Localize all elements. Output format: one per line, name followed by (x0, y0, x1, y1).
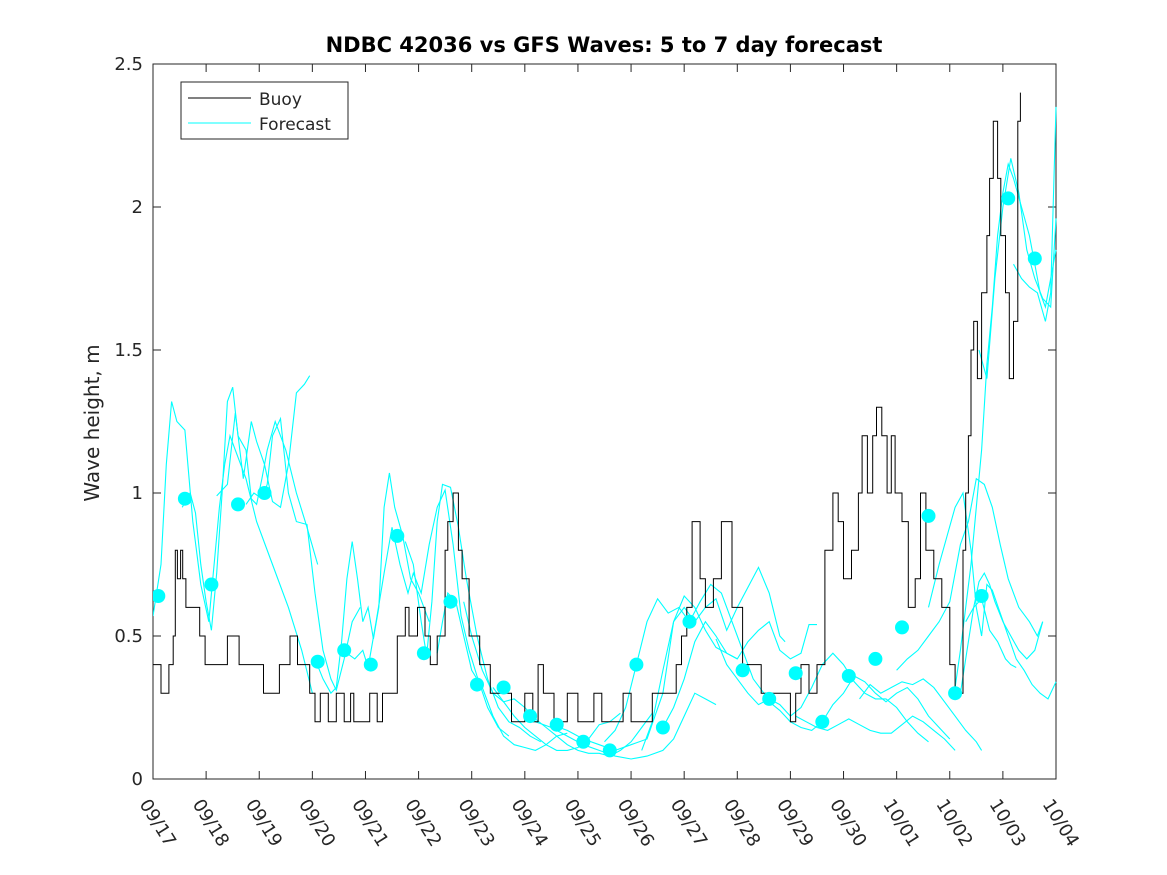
y-tick-label: 0 (132, 769, 143, 790)
forecast-marker (153, 589, 166, 603)
forecast-marker (416, 646, 431, 661)
forecast-marker (762, 691, 777, 706)
forecast-line (949, 162, 1057, 694)
y-axis: 0 0.5 1 1.5 2 2.5 (114, 54, 1056, 790)
y-tick-label: 2 (132, 197, 143, 218)
forecast-marker (735, 663, 750, 678)
forecast-marker (1027, 251, 1042, 266)
forecast-marker (257, 486, 272, 500)
buoy-line (153, 92, 1021, 723)
forecast-marker (1001, 191, 1016, 206)
forecast-marker (682, 614, 697, 629)
forecast-line (896, 477, 1044, 671)
forecast-marker (470, 677, 484, 692)
forecast-line (463, 601, 621, 751)
forecast-line (641, 566, 786, 751)
forecast-marker (788, 666, 803, 681)
forecast-line (604, 583, 765, 743)
forecast-marker (629, 657, 644, 672)
forecast-line (1013, 106, 1057, 322)
forecast-marker (841, 669, 856, 683)
forecast-line (216, 375, 311, 509)
y-tick-label: 0.5 (114, 626, 143, 647)
forecast-marker (549, 717, 564, 732)
chart-title: NDBC 42036 vs GFS Waves: 5 to 7 day fore… (326, 33, 883, 57)
forecast-marker (868, 651, 883, 666)
forecast-line (346, 488, 510, 737)
forecast-line (859, 678, 983, 751)
plot-area: 09/17 09/18 09/19 09/20 09/21 09/22 09/23 09/24… (114, 54, 1083, 851)
forecast-marker (337, 643, 352, 658)
forecast-marker (363, 657, 378, 672)
y-tick-label: 1 (132, 483, 143, 504)
forecast-marker (655, 720, 670, 735)
y-tick-label: 1.5 (114, 340, 143, 361)
legend: Buoy Forecast (180, 81, 349, 140)
forecast-marker (602, 743, 617, 758)
forecast-marker (948, 686, 963, 701)
y-tick-label: 2.5 (114, 54, 143, 75)
forecast-marker (576, 734, 591, 749)
legend-forecast-label: Forecast (259, 115, 331, 135)
legend-box (180, 81, 349, 140)
forecast-marker (815, 714, 830, 729)
forecast-marker (231, 497, 245, 512)
forecast-line (927, 491, 1057, 700)
forecast-line (795, 715, 956, 751)
forecast-marker (310, 654, 325, 669)
forecast-line (153, 401, 313, 694)
series-layer (153, 92, 1057, 760)
forecast-marker (177, 491, 192, 506)
forecast-marker (496, 680, 511, 695)
forecast-line (768, 675, 951, 740)
forecast-marker (523, 709, 538, 724)
forecast-marker (921, 508, 936, 523)
y-axis-label: Wave height, m (80, 344, 104, 501)
forecast-marker (204, 577, 219, 592)
forecast-line (978, 158, 1057, 379)
forecast-line (965, 597, 1017, 668)
legend-buoy-label: Buoy (259, 90, 302, 110)
axes-box (152, 63, 1057, 780)
forecast-marker (974, 589, 989, 603)
forecast-marker (390, 528, 405, 543)
forecast-marker (443, 594, 458, 609)
forecast-marker (895, 620, 909, 635)
